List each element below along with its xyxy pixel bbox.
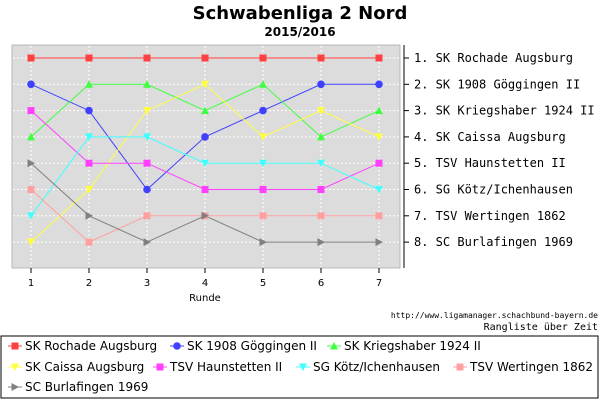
- rank-label: 8. SC Burlafingen 1969: [414, 235, 573, 249]
- rank-label: 4. SK Caissa Augsburg: [414, 130, 566, 144]
- x-tick-label: 7: [376, 278, 382, 289]
- data-point: [27, 238, 35, 247]
- data-point: [375, 133, 383, 141]
- data-point: [201, 159, 209, 168]
- data-point: [143, 185, 151, 194]
- data-point: [27, 54, 35, 62]
- data-point: [317, 159, 325, 168]
- series-markers: [27, 54, 383, 247]
- legend-marker: [173, 342, 181, 350]
- rank-label: 2. SK 1908 Göggingen II: [414, 77, 580, 91]
- rank-label: 6. SG Kötz/Ichenhausen: [414, 183, 573, 197]
- data-point: [143, 212, 151, 220]
- rank-label: 7. TSV Wertingen 1862: [414, 209, 566, 223]
- rank-labels: 1. SK Rochade Augsburg 2. SK 1908 Gögging…: [404, 51, 595, 249]
- legend-label: SK Caissa Augsburg: [25, 360, 144, 374]
- data-point: [143, 107, 151, 115]
- legend-label: TSV Haunstetten II: [169, 360, 282, 374]
- data-point: [259, 186, 267, 193]
- data-point: [27, 212, 35, 220]
- data-point: [201, 80, 209, 89]
- data-point: [317, 54, 325, 62]
- data-point: [143, 133, 151, 141]
- data-point: [375, 54, 383, 62]
- data-point: [27, 80, 35, 89]
- data-point: [259, 238, 267, 247]
- data-point: [27, 107, 35, 115]
- legend-label: SC Burlafingen 1969: [25, 380, 148, 394]
- legend-label: SK Rochade Augsburg: [25, 339, 157, 353]
- data-point: [259, 106, 267, 115]
- data-point: [259, 54, 267, 62]
- data-point: [317, 186, 325, 193]
- data-point: [201, 211, 209, 220]
- data-point: [85, 133, 93, 141]
- data-point: [375, 106, 383, 115]
- data-point: [85, 186, 93, 194]
- data-point: [201, 186, 209, 193]
- data-point: [85, 54, 93, 62]
- chart-footer: Rangliste über Zeit: [484, 322, 598, 333]
- data-point: [143, 159, 151, 167]
- data-point: [27, 159, 35, 168]
- plot-area: [11, 44, 401, 269]
- data-point: [201, 133, 209, 141]
- data-point: [317, 212, 325, 220]
- data-point: [143, 80, 151, 88]
- legend-label: SK 1908 Göggingen II: [187, 339, 317, 353]
- x-axis-ticks: 1 2 3 4 5 6 7: [28, 268, 382, 289]
- data-point: [375, 238, 383, 247]
- chart-title: Schwabenliga 2 Nord: [193, 3, 408, 24]
- rank-label: 1. SK Rochade Augsburg: [414, 51, 573, 65]
- legend-marker: [11, 383, 19, 391]
- data-point: [27, 186, 35, 193]
- legend-marker: [11, 363, 19, 371]
- rank-label: 5. TSV Haunstetten II: [414, 156, 566, 170]
- legend-marker: [11, 342, 19, 350]
- data-point: [375, 159, 383, 167]
- data-point: [85, 106, 93, 115]
- chart-subtitle: 2015/2016: [264, 25, 335, 39]
- legend-marker: [156, 363, 164, 371]
- data-point: [143, 54, 151, 62]
- legend-marker: [456, 363, 464, 371]
- x-tick-label: 6: [318, 278, 324, 289]
- source-url: http://www.ligamanager.schachbund-bayern…: [391, 311, 598, 320]
- data-point: [375, 80, 383, 89]
- data-point: [375, 186, 383, 194]
- legend-marker: [330, 342, 338, 350]
- data-point: [85, 159, 93, 167]
- data-point: [317, 107, 325, 115]
- legend: SK Rochade Augsburg SK 1908 Göggingen II S…: [8, 339, 593, 394]
- data-point: [201, 106, 209, 115]
- data-point: [317, 132, 325, 141]
- x-tick-label: 3: [144, 278, 150, 289]
- x-tick-label: 1: [28, 278, 34, 289]
- legend-marker: [299, 363, 307, 371]
- data-point: [317, 80, 325, 89]
- data-point: [85, 80, 93, 88]
- data-point: [85, 238, 93, 246]
- data-point: [259, 133, 267, 141]
- data-point: [259, 212, 267, 220]
- data-point: [259, 80, 267, 88]
- x-axis-label: Runde: [189, 293, 221, 304]
- data-point: [259, 159, 267, 168]
- x-tick-label: 2: [86, 278, 92, 289]
- data-point: [27, 132, 35, 141]
- legend-label: SK Kriegshaber 1924 II: [344, 339, 481, 353]
- data-point: [375, 212, 383, 220]
- data-point: [201, 54, 209, 62]
- rank-label: 3. SK Kriegshaber 1924 II: [414, 104, 595, 118]
- data-point: [143, 238, 151, 247]
- data-point: [85, 211, 93, 220]
- legend-label: TSV Wertingen 1862: [469, 360, 593, 374]
- x-tick-label: 4: [202, 278, 208, 289]
- x-tick-label: 5: [260, 278, 266, 289]
- data-point: [317, 238, 325, 247]
- legend-label: SG Kötz/Ichenhausen: [313, 360, 440, 374]
